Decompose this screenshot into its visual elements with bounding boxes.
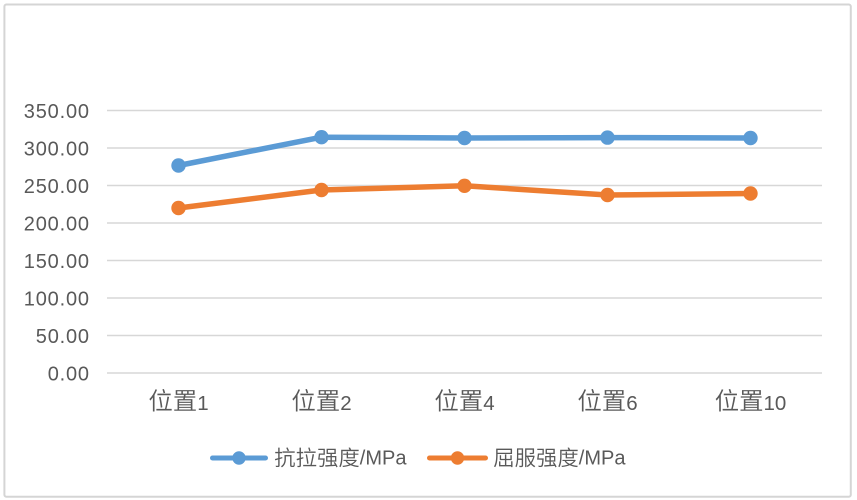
svg-text:10: 10: [764, 392, 787, 415]
svg-text:/MPa: /MPa: [579, 448, 627, 470]
svg-text:350.00: 350.00: [24, 101, 89, 123]
svg-text:0.00: 0.00: [48, 363, 89, 385]
svg-text:100.00: 100.00: [24, 288, 89, 310]
svg-text:300.00: 300.00: [24, 138, 89, 160]
svg-text:150.00: 150.00: [24, 251, 89, 273]
svg-text:6: 6: [626, 392, 637, 415]
svg-text:2: 2: [340, 392, 351, 415]
svg-text:/MPa: /MPa: [360, 448, 408, 470]
svg-text:250.00: 250.00: [24, 176, 89, 198]
svg-text:200.00: 200.00: [24, 213, 89, 235]
svg-text:1: 1: [197, 392, 208, 415]
svg-text:50.00: 50.00: [36, 326, 89, 348]
svg-text:4: 4: [483, 392, 494, 415]
